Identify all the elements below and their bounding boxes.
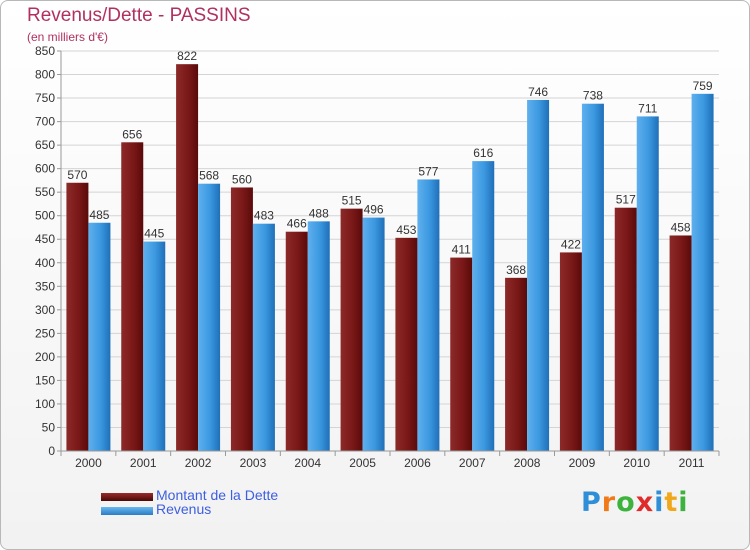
data-label: 759 bbox=[693, 79, 713, 93]
y-tick-label: 700 bbox=[35, 115, 55, 129]
bar-revenus bbox=[581, 103, 604, 452]
bar-revenus bbox=[636, 116, 659, 451]
x-tick-label: 2010 bbox=[623, 456, 650, 470]
data-label: 577 bbox=[418, 164, 438, 178]
bar-dette bbox=[340, 208, 363, 451]
data-label: 445 bbox=[144, 227, 164, 241]
data-label: 746 bbox=[528, 85, 548, 99]
y-tick-label: 200 bbox=[35, 350, 55, 364]
logo-letter: o bbox=[616, 487, 636, 518]
bar-revenus bbox=[143, 241, 166, 451]
y-tick-label: 150 bbox=[35, 373, 55, 387]
data-label: 711 bbox=[638, 101, 657, 115]
y-tick-label: 400 bbox=[35, 256, 55, 270]
legend-label-revenus: Revenus bbox=[156, 501, 212, 517]
bar-revenus bbox=[88, 222, 111, 451]
logo-letter: t bbox=[664, 487, 679, 518]
bar-dette bbox=[559, 252, 582, 451]
bar-dette bbox=[230, 187, 253, 451]
y-tick-label: 100 bbox=[35, 397, 55, 411]
bar-dette bbox=[395, 237, 418, 451]
bar-revenus bbox=[198, 183, 221, 452]
bar-dette bbox=[505, 277, 528, 451]
bar-dette bbox=[66, 182, 89, 451]
data-label: 822 bbox=[177, 49, 197, 63]
y-tick-label: 50 bbox=[42, 420, 56, 434]
proxiti-logo: Proxiti bbox=[581, 487, 689, 518]
bar-revenus bbox=[527, 99, 550, 452]
x-tick-label: 2005 bbox=[349, 456, 376, 470]
grid-lines bbox=[61, 50, 719, 452]
data-label: 485 bbox=[89, 208, 109, 222]
bars bbox=[66, 64, 714, 452]
logo-letter: r bbox=[601, 487, 617, 518]
y-tick-label: 800 bbox=[35, 68, 55, 82]
x-tick-label: 2008 bbox=[514, 456, 541, 470]
bar-dette bbox=[669, 235, 692, 451]
y-tick-label: 350 bbox=[35, 279, 55, 293]
bar-dette bbox=[450, 257, 473, 451]
data-label: 453 bbox=[396, 223, 416, 237]
data-label: 568 bbox=[199, 169, 219, 183]
data-label: 411 bbox=[452, 243, 471, 257]
bar-revenus bbox=[472, 161, 495, 451]
data-label: 515 bbox=[342, 194, 362, 208]
x-tick-label: 2011 bbox=[679, 456, 705, 470]
chart-title: Revenus/Dette - PASSINS bbox=[27, 5, 251, 26]
data-label: 496 bbox=[364, 203, 384, 217]
y-tick-label: 550 bbox=[35, 185, 55, 199]
legend-label-dette: Montant de la Dette bbox=[156, 487, 279, 503]
logo-letter: i bbox=[654, 487, 665, 518]
y-tick-label: 300 bbox=[35, 303, 55, 317]
x-tick-label: 2004 bbox=[294, 456, 321, 470]
bar-dette bbox=[176, 64, 199, 452]
x-tick-label: 2002 bbox=[185, 456, 212, 470]
x-tick-label: 2006 bbox=[404, 456, 431, 470]
bar-dette bbox=[285, 231, 308, 451]
y-tick-label: 450 bbox=[35, 232, 55, 246]
bar-chart: 0 50 100 150 200 250 300 350 400 450 500 550 600 650 7… bbox=[35, 44, 720, 470]
y-tick-label: 850 bbox=[35, 44, 55, 58]
bar-revenus bbox=[691, 93, 714, 451]
bar-revenus bbox=[362, 217, 385, 451]
data-label: 738 bbox=[583, 89, 603, 103]
data-label: 422 bbox=[561, 237, 581, 251]
data-label: 488 bbox=[309, 206, 329, 220]
data-label: 616 bbox=[473, 146, 493, 160]
data-label: 458 bbox=[671, 220, 691, 234]
bar-revenus bbox=[417, 179, 440, 451]
data-label: 466 bbox=[287, 217, 307, 231]
y-tick-label: 650 bbox=[35, 138, 55, 152]
data-label: 656 bbox=[122, 127, 142, 141]
data-label: 483 bbox=[254, 209, 274, 223]
data-label: 368 bbox=[506, 263, 526, 277]
y-tick-label: 250 bbox=[35, 326, 55, 340]
x-axis-ticks: 2000 2001 2002 2003 2004 2005 2006 2007 2008 2009… bbox=[60, 451, 720, 470]
logo-letter: P bbox=[581, 487, 602, 518]
bar-revenus bbox=[252, 223, 275, 451]
logo-letter: i bbox=[678, 487, 689, 518]
y-tick-label: 500 bbox=[35, 209, 55, 223]
bar-revenus bbox=[307, 221, 330, 451]
x-tick-label: 2000 bbox=[75, 456, 102, 470]
legend-swatch-revenus bbox=[101, 507, 153, 515]
y-tick-label: 750 bbox=[35, 91, 55, 105]
legend-swatch-dette bbox=[101, 493, 153, 501]
y-tick-label: 600 bbox=[35, 162, 55, 176]
chart-subtitle: (en milliers d'€) bbox=[27, 30, 108, 44]
x-tick-label: 2003 bbox=[240, 456, 267, 470]
data-label: 570 bbox=[67, 168, 87, 182]
y-tick-label: 0 bbox=[48, 444, 55, 458]
x-tick-label: 2001 bbox=[130, 456, 157, 470]
x-tick-label: 2007 bbox=[459, 456, 486, 470]
data-label: 517 bbox=[616, 193, 636, 207]
logo-letter: x bbox=[635, 487, 655, 518]
y-axis-ticks: 0 50 100 150 200 250 300 350 400 450 500 550 600 650 7… bbox=[35, 44, 61, 458]
bar-dette bbox=[614, 207, 637, 451]
bar-dette bbox=[121, 142, 144, 451]
data-label: 560 bbox=[232, 172, 252, 186]
x-tick-label: 2009 bbox=[569, 456, 596, 470]
